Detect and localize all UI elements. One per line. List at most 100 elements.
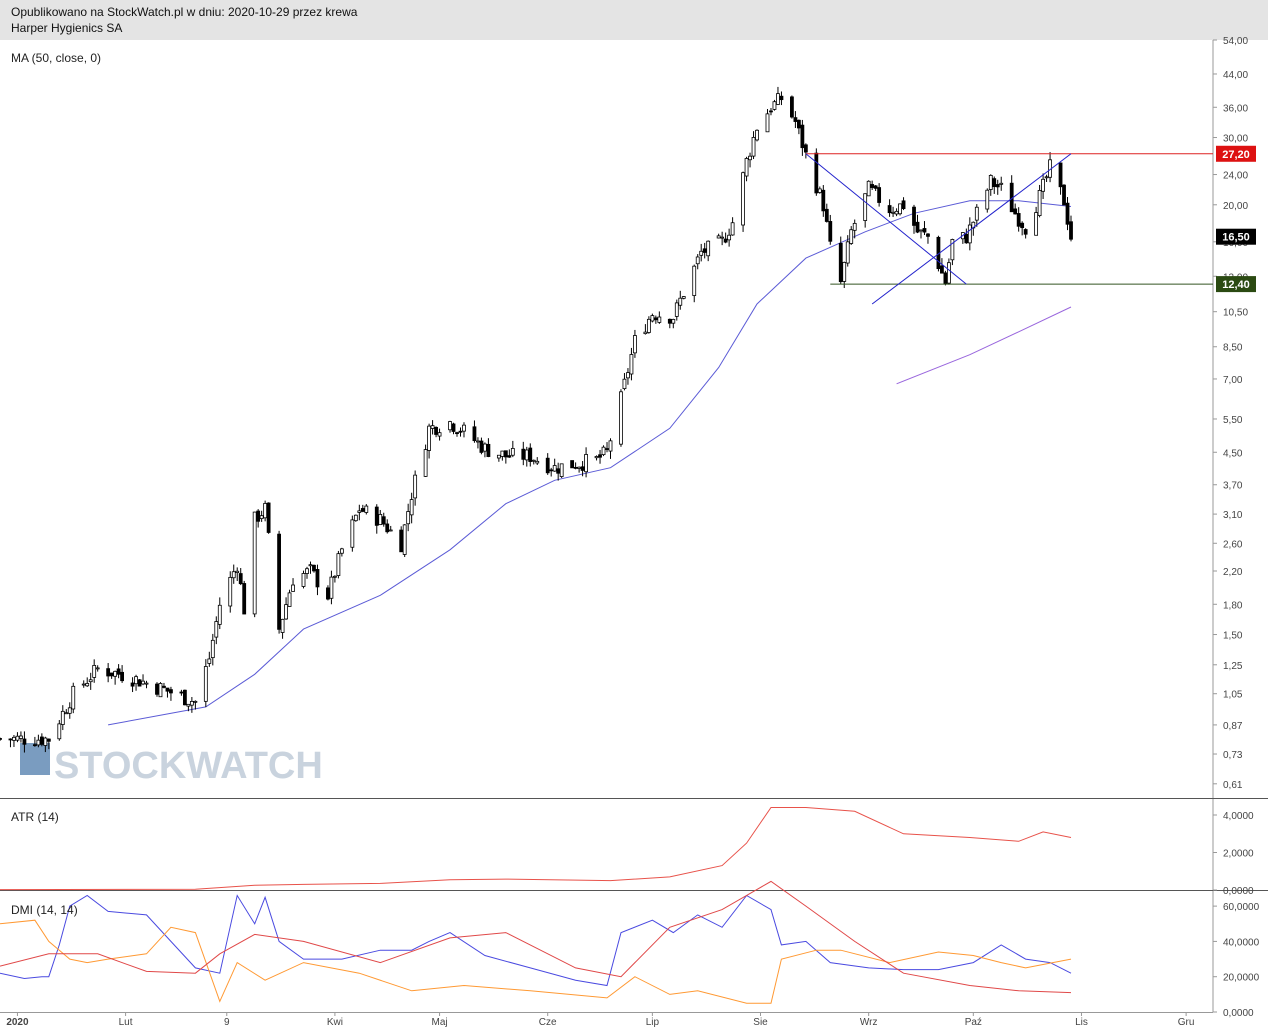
candle-body	[263, 503, 268, 519]
candle	[531, 459, 536, 465]
candle	[116, 664, 121, 679]
candle	[399, 526, 404, 553]
candle-body	[308, 564, 313, 567]
candle	[483, 442, 487, 458]
candle-body	[828, 221, 833, 242]
candle	[451, 422, 456, 435]
time-axis-tick-label: Maj	[432, 1017, 448, 1028]
candle-body	[793, 117, 798, 122]
candle	[870, 180, 875, 190]
candle	[769, 107, 773, 116]
candle-body	[842, 262, 847, 282]
candle-body	[182, 689, 187, 706]
candle	[472, 420, 477, 443]
candle-body	[695, 256, 700, 265]
candle	[720, 231, 725, 246]
candle	[702, 242, 707, 259]
atr-line	[0, 807, 1072, 891]
candle-body	[950, 239, 955, 261]
candle-body	[231, 571, 236, 579]
candle	[1013, 203, 1018, 215]
candle-body	[476, 440, 480, 443]
candle-body	[109, 672, 114, 677]
candle	[943, 270, 948, 286]
candle-body	[573, 466, 578, 469]
candle-body	[594, 456, 599, 459]
candle-body	[402, 524, 407, 555]
candle	[402, 524, 407, 558]
time-axis-tick-label: Wrz	[860, 1017, 878, 1028]
price-axis-tick-label: 1,80	[1223, 600, 1243, 611]
candle	[36, 734, 41, 748]
candle-body	[88, 679, 93, 683]
price-tag-label: 12,40	[1222, 279, 1250, 291]
candle	[901, 197, 906, 211]
candle	[915, 214, 920, 234]
candle-body	[242, 583, 247, 615]
candle-body	[8, 738, 13, 741]
candle	[277, 530, 281, 634]
candle	[423, 444, 428, 477]
candle-body	[995, 184, 1000, 188]
candle-body	[629, 354, 634, 375]
candle-body	[36, 739, 41, 746]
candle-body	[57, 723, 62, 740]
candle-body	[1034, 212, 1039, 236]
candle-body	[887, 205, 892, 214]
candle-body	[228, 576, 233, 607]
candle-body	[912, 206, 916, 226]
candle	[430, 420, 435, 435]
candle-body	[646, 318, 651, 333]
candle	[374, 504, 379, 534]
candle	[217, 597, 222, 630]
candle-body	[165, 687, 170, 692]
candle	[510, 440, 515, 458]
candle	[695, 254, 700, 270]
candle	[821, 185, 826, 217]
candle	[120, 665, 125, 683]
candle-body	[252, 511, 257, 615]
candle-body	[179, 691, 184, 694]
candle	[486, 438, 491, 458]
candle	[992, 176, 997, 194]
time-axis-tick-label: Lip	[646, 1017, 660, 1028]
price-tag-label: 27,20	[1222, 149, 1250, 161]
candle-body	[287, 592, 292, 607]
candle-body	[169, 689, 173, 694]
candle	[653, 315, 658, 324]
candle-body	[207, 658, 212, 664]
candle-body	[95, 667, 100, 670]
candle-body	[650, 315, 655, 322]
candle-body	[1065, 202, 1070, 225]
candle	[22, 731, 27, 753]
candle	[406, 503, 411, 532]
candle	[496, 454, 501, 462]
candle-body	[92, 665, 97, 678]
candle	[458, 427, 463, 437]
candle	[312, 564, 316, 573]
candle-body	[674, 302, 679, 317]
candle-body	[116, 668, 121, 675]
candle	[329, 570, 334, 605]
candle-body	[378, 513, 383, 526]
candle	[1062, 184, 1066, 206]
candle-body	[769, 110, 773, 113]
candle-body	[510, 448, 515, 456]
candle	[357, 504, 362, 521]
candle	[308, 561, 313, 574]
candle-body	[385, 523, 390, 533]
candle	[1037, 184, 1042, 218]
candle-body	[434, 426, 438, 435]
candle-body	[217, 604, 222, 625]
candle-body	[765, 113, 770, 133]
time-axis-tick-label: Kwi	[327, 1017, 343, 1028]
candle	[462, 422, 466, 438]
candle	[134, 674, 138, 691]
atr-axis-tick-label: 0,0000	[1223, 886, 1254, 897]
candle-body	[556, 468, 561, 474]
candle	[570, 460, 575, 469]
candle	[207, 651, 212, 667]
candle-body	[413, 474, 418, 499]
price-axis-tick-label: 44,00	[1223, 70, 1248, 81]
